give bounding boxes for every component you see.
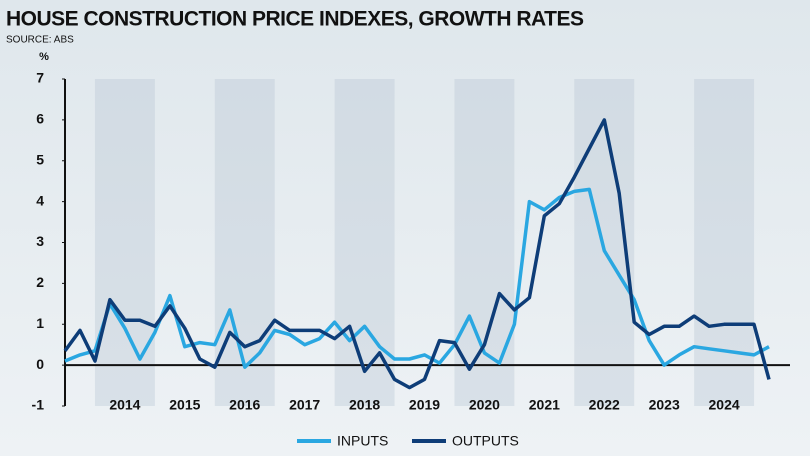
y-tick-label: 4 [36, 192, 44, 208]
y-tick-label: 2 [36, 274, 44, 290]
legend-label: OUTPUTS [452, 433, 519, 449]
x-tick-label: 2022 [589, 397, 620, 413]
y-tick-label: 5 [36, 151, 44, 167]
x-tick-label: 2019 [409, 397, 440, 413]
x-tick-label: 2014 [109, 397, 140, 413]
series-line [63, 118, 771, 390]
year-band [94, 79, 155, 406]
year-band [334, 79, 395, 406]
x-tick-label: 2024 [709, 397, 740, 413]
y-tick-label: -1 [32, 397, 45, 413]
year-band [694, 79, 755, 406]
y-tick-label: 7 [36, 70, 44, 86]
y-tick-label: 3 [36, 233, 44, 249]
x-tick-label: 2017 [289, 397, 320, 413]
y-tick-label: 1 [36, 315, 44, 331]
x-tick-label: 2016 [229, 397, 260, 413]
legend-label: INPUTS [337, 433, 388, 449]
y-tick-label: 0 [36, 356, 44, 372]
series-line [64, 187, 770, 369]
chart-subtitle: SOURCE: ABS [6, 35, 74, 46]
x-tick-label: 2015 [169, 397, 200, 413]
x-tick-label: 2020 [469, 397, 500, 413]
y-axis-label: % [39, 51, 49, 63]
chart-title: HOUSE CONSTRUCTION PRICE INDEXES, GROWTH… [6, 8, 584, 31]
x-tick-label: 2021 [529, 397, 560, 413]
y-tick-label: 6 [36, 111, 44, 127]
year-band [214, 79, 275, 406]
x-tick-label: 2018 [349, 397, 380, 413]
x-tick-label: 2023 [649, 397, 680, 413]
